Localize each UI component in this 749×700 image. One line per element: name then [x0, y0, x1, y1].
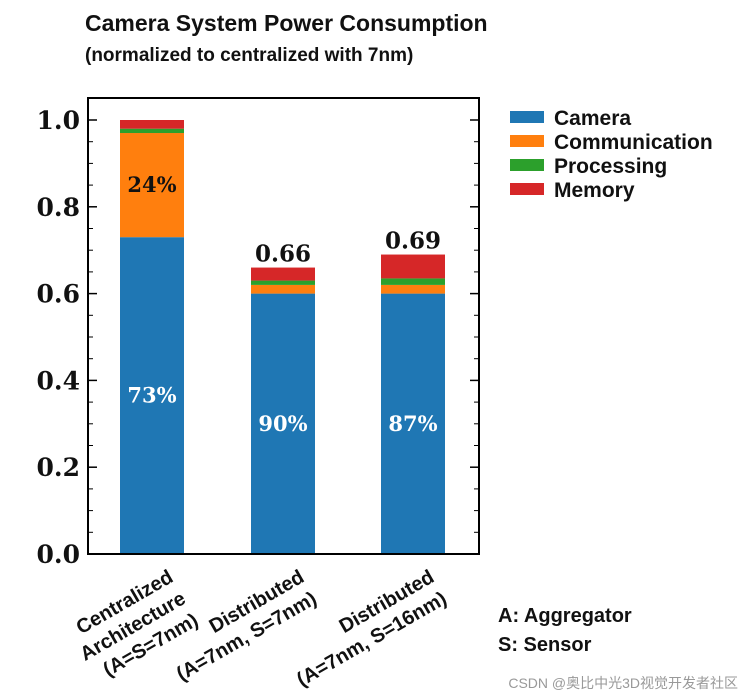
y-tick-label: 0.6	[37, 280, 81, 309]
bar-communication-1	[120, 133, 184, 238]
bars	[120, 120, 445, 554]
bar-memory-2	[251, 267, 315, 281]
legend-label-processing: Processing	[554, 155, 667, 178]
legend-swatch-camera	[510, 111, 544, 123]
chart-title: Camera System Power Consumption	[85, 10, 488, 36]
bar-communication-3	[381, 284, 445, 294]
bar-processing-2	[251, 280, 315, 285]
y-axis: 0.0 0.2 0.4 0.6 0.8 1.0	[37, 106, 479, 569]
y-tick-label: 0.4	[37, 366, 81, 395]
legend-swatch-processing	[510, 159, 544, 171]
watermark: CSDN @奥比中光3D视觉开发者社区	[508, 675, 738, 691]
chart-subtitle: (normalized to centralized with 7nm)	[85, 45, 413, 66]
communication-share-label: 24%	[127, 172, 176, 197]
y-tick-label: 0.8	[37, 193, 81, 222]
bar-processing-3	[381, 278, 445, 285]
bar-communication-2	[251, 284, 315, 294]
x-axis-labels: CentralizedArchitecture(A=S=7nm)Distribu…	[73, 566, 451, 691]
total-label: 0.69	[385, 228, 441, 255]
plot-frame	[87, 97, 480, 555]
legend-swatch-communication	[510, 135, 544, 147]
y-tick-label: 0.2	[37, 453, 81, 482]
camera-share-label: 90%	[258, 411, 307, 436]
note-sensor: S: Sensor	[498, 634, 592, 656]
y-tick-label: 0.0	[37, 540, 81, 569]
bar-memory-1	[120, 120, 184, 129]
legend-label-camera: Camera	[554, 107, 631, 130]
bar-memory-3	[381, 254, 445, 279]
bar-camera-3	[381, 293, 445, 554]
bar-camera-1	[120, 237, 184, 554]
bar-labels: 73% 90% 87% 24% 0.66 0.69	[127, 172, 441, 436]
legend-swatch-memory	[510, 183, 544, 195]
legend-label-memory: Memory	[554, 179, 635, 202]
legend-label-communication: Communication	[554, 131, 713, 154]
note-aggregator: A: Aggregator	[498, 605, 632, 627]
y-tick-label: 1.0	[37, 106, 81, 135]
camera-share-label: 73%	[127, 383, 176, 408]
bar-camera-2	[251, 293, 315, 554]
camera-share-label: 87%	[388, 411, 437, 436]
bar-processing-1	[120, 128, 184, 134]
total-label: 0.66	[255, 241, 311, 268]
